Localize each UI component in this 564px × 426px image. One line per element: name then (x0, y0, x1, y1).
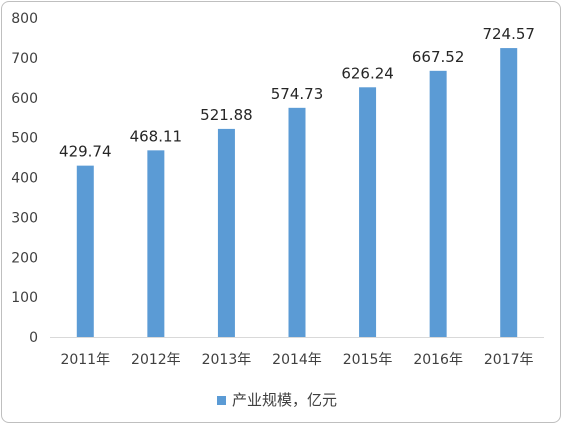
bar (76, 165, 94, 337)
bar (359, 87, 377, 337)
legend-label: 产业规模，亿元 (232, 391, 337, 409)
y-tick-label: 800 (11, 11, 38, 27)
data-label: 468.11 (130, 127, 183, 145)
x-tick-label: 2011年 (60, 352, 110, 368)
data-label: 626.24 (341, 64, 394, 82)
data-label: 724.57 (482, 25, 535, 43)
y-tick-label: 0 (29, 330, 38, 346)
x-tick-label: 2016年 (413, 352, 463, 368)
bar (429, 70, 447, 337)
y-tick-label: 300 (11, 210, 38, 226)
y-tick-label: 500 (11, 131, 38, 147)
y-tick-label: 100 (11, 290, 38, 306)
data-label: 667.52 (412, 48, 465, 66)
x-tick-label: 2014年 (272, 352, 322, 368)
x-tick-label: 2015年 (343, 352, 393, 368)
data-label: 429.74 (59, 143, 112, 161)
legend-swatch (217, 396, 226, 405)
x-tick-label: 2012年 (131, 352, 181, 368)
bar (147, 150, 165, 337)
data-label: 521.88 (200, 106, 253, 124)
bar (288, 107, 306, 337)
bar (500, 48, 518, 338)
bar (217, 128, 235, 337)
y-tick-label: 200 (11, 250, 38, 266)
x-tick-label: 2017年 (484, 352, 534, 368)
y-tick-label: 400 (11, 171, 38, 187)
data-label: 574.73 (271, 85, 324, 103)
y-tick-label: 600 (11, 91, 38, 107)
y-tick-label: 700 (11, 51, 38, 67)
x-tick-label: 2013年 (202, 352, 252, 368)
